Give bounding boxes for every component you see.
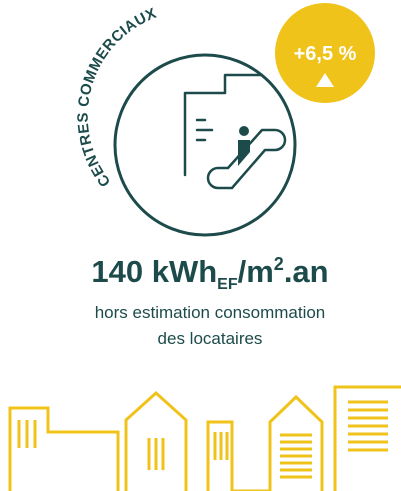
escalator-icon	[185, 75, 285, 188]
icon-circle	[115, 55, 295, 235]
metric-value: 140 kWh	[91, 254, 217, 289]
windows	[19, 402, 388, 477]
metric-suffix: .an	[284, 254, 329, 289]
metric-unit: /m	[238, 254, 274, 289]
note-line: hors estimation consommation	[95, 303, 326, 322]
metric-subscript: EF	[217, 276, 238, 293]
person-head	[239, 126, 249, 136]
person-body	[238, 140, 250, 166]
metric-superscript: 2	[274, 254, 284, 274]
metric: 140 kWhEF/m2.an	[91, 254, 328, 293]
badge-text: +6,5 %	[294, 43, 357, 65]
note-line: des locataires	[158, 329, 263, 348]
buildings	[10, 387, 401, 491]
infographic: CENTRES COMMERCIAUX +6,5 % 140 kWhEF/m2.…	[0, 0, 401, 491]
